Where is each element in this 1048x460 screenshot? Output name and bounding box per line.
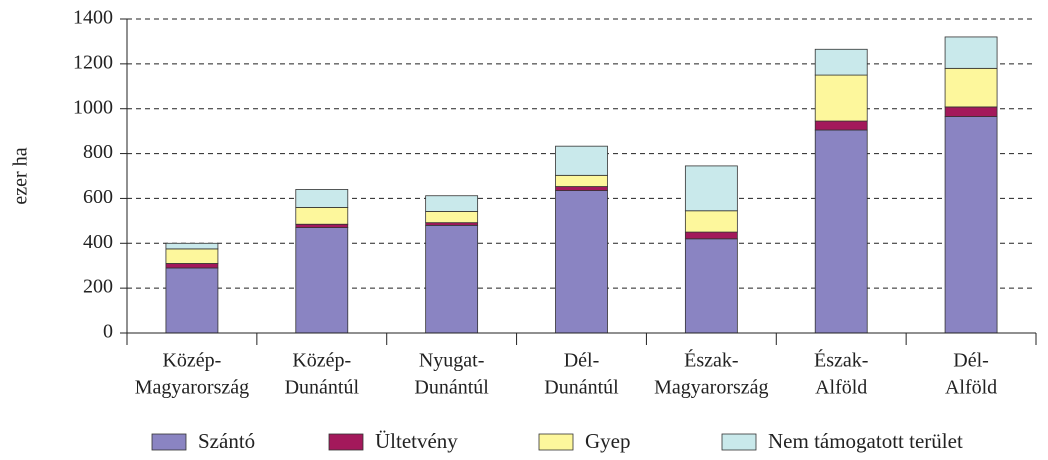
bar-segment xyxy=(295,206,349,225)
bar-segment xyxy=(684,165,738,212)
x-tick-label: Közép- xyxy=(292,350,351,372)
bar-segment xyxy=(944,67,998,108)
x-tick-label: Nyugat- xyxy=(419,350,485,372)
bar-segment xyxy=(814,129,868,334)
x-tick-label: Dél- xyxy=(564,350,600,372)
x-tick-label: Magyarország xyxy=(135,377,249,399)
bar-segment xyxy=(814,120,868,131)
x-tick-label: Alföld xyxy=(945,377,997,399)
y-tick-label: 400 xyxy=(83,231,113,253)
bar-segment xyxy=(944,36,998,69)
y-tick-label: 1400 xyxy=(73,7,113,29)
y-tick-label: 600 xyxy=(83,186,113,208)
bar-segment xyxy=(555,145,608,176)
y-tick-label: 0 xyxy=(103,321,113,343)
bar-segment xyxy=(555,174,608,187)
x-tick-label: Magyarország xyxy=(654,377,768,399)
x-tick-label: Dunántúl xyxy=(285,377,360,399)
legend-swatch xyxy=(721,433,757,451)
legend-swatch xyxy=(538,433,574,451)
legend-label: Szántó xyxy=(198,429,255,453)
x-tick-label: Dunántúl xyxy=(414,377,489,399)
y-tick-label: 1200 xyxy=(73,51,113,73)
legend-label: Nem támogatott terület xyxy=(768,429,963,453)
bar-segment xyxy=(295,223,349,228)
x-tick-label: Észak- xyxy=(814,349,868,372)
bar-segment xyxy=(425,195,479,212)
y-axis-label: ezer ha xyxy=(10,147,32,204)
bar-segment xyxy=(165,263,219,269)
bar-segment xyxy=(295,227,349,334)
bar-segment xyxy=(814,48,868,76)
bar-segment xyxy=(165,267,219,334)
bar-segment xyxy=(425,211,479,224)
bar-segment xyxy=(944,106,998,117)
x-tick-label: Közép- xyxy=(162,350,221,372)
bar-segment xyxy=(425,222,479,226)
x-tick-label: Észak- xyxy=(684,349,738,372)
y-tick-label: 200 xyxy=(83,276,113,298)
legend-swatch xyxy=(151,433,187,451)
bar-segment xyxy=(684,210,738,233)
legend-label: Ültetvény xyxy=(375,429,458,453)
legend-swatch xyxy=(328,433,364,451)
bar-segment xyxy=(295,189,349,208)
y-tick-label: 800 xyxy=(83,141,113,163)
bar-segment xyxy=(944,116,998,334)
bar-segment xyxy=(165,242,219,250)
x-tick-label: Alföld xyxy=(815,377,867,399)
bar-segment xyxy=(425,224,479,334)
legend-label: Gyep xyxy=(585,429,631,453)
bar-segment xyxy=(814,74,868,122)
x-tick-label: Dél- xyxy=(953,350,989,372)
bar-segment xyxy=(165,248,219,264)
bar-segment xyxy=(555,190,608,334)
bar-segment xyxy=(555,186,608,191)
bar-segment xyxy=(684,231,738,240)
y-tick-label: 1000 xyxy=(73,96,113,118)
x-tick-label: Dunántúl xyxy=(544,377,619,399)
bar-segment xyxy=(684,238,738,334)
